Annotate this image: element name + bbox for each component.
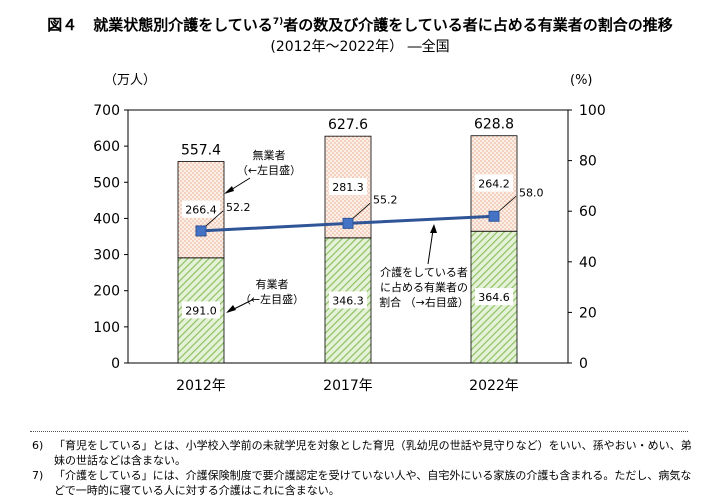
x-axis-category-label: 2022年 (469, 378, 519, 394)
left-axis-tick-label: 300 (93, 248, 120, 264)
annotation-unemployed-axis: （←左目盛） (237, 163, 301, 177)
annotation-unemployed-arrowhead (224, 186, 234, 194)
bar-unemployed-label: 264.2 (478, 177, 510, 190)
x-axis-category-label: 2017年 (323, 378, 373, 394)
footnote: 6) 「育児をしている」とは、小学校入学前の未就学児を対象とした育児（乳幼児の世… (32, 438, 692, 468)
bar-employed-label: 346.3 (332, 294, 364, 307)
footnote: 7) 「介護をしている」には、介護保険制度で要介護認定を受けていない人や、自宅外… (32, 468, 692, 498)
left-axis-unit: （万人） (104, 73, 156, 88)
ratio-marker (488, 210, 500, 222)
x-axis-category-label: 2012年 (176, 378, 226, 394)
left-axis-tick-label: 500 (93, 175, 120, 191)
ratio-marker (195, 225, 207, 237)
chart-svg: 291.0 266.4 557.4 346.3 281.3 627.6 364.6 264.2… (93, 73, 606, 394)
annotation-employed-arrowhead (226, 305, 236, 313)
bar-employed-label: 291.0 (185, 304, 217, 317)
annotation-ratio-arrowhead (430, 224, 437, 233)
bar-employed-label-bg (475, 288, 513, 306)
ratio-label: 55.2 (373, 193, 398, 206)
right-axis-tick-label: 100 (579, 103, 606, 119)
bar-unemployed-label-bg (475, 174, 513, 192)
bar-employed-label-bg (329, 291, 367, 309)
title-note-ref: 7) (272, 17, 284, 27)
ratio-label-leader (205, 210, 224, 227)
title-main: 就業状態別介護をしている (93, 16, 273, 34)
left-axis-tick-label: 100 (93, 320, 120, 336)
title-main-suffix: 者の数及び介護をしている者に占める有業者の割合の推移 (283, 16, 673, 34)
bar-total-label: 557.4 (181, 143, 221, 159)
bar-employed-label: 364.6 (478, 291, 510, 304)
bar-unemployed-label-bg (329, 178, 367, 196)
annotation-employed-axis: （←左目盛） (240, 292, 304, 306)
left-axis-tick-label: 400 (93, 211, 120, 227)
left-axis-tick-label: 600 (93, 139, 120, 155)
figure-label: 図４ (47, 16, 78, 34)
right-axis-tick-label: 80 (579, 154, 597, 170)
bar-employed-label-bg (182, 301, 220, 319)
right-axis-tick-label: 0 (579, 356, 588, 372)
footnote-mark: 7) (32, 469, 44, 482)
footnotes: 6) 「育児をしている」とは、小学校入学前の未就学児を対象とした育児（乳幼児の世… (32, 438, 692, 498)
footnote-text: 「育児をしている」とは、小学校入学前の未就学児を対象とした育児（乳幼児の世話や見… (54, 439, 692, 467)
ratio-marker (342, 217, 354, 229)
annotation-unemployed: 無業者 (253, 148, 286, 162)
bar-unemployed-label: 266.4 (185, 204, 217, 217)
chart-title: 図４ 就業状態別介護をしている7)者の数及び介護をしている者に占める有業者の割合の… (0, 14, 720, 35)
notes-separator (30, 431, 688, 432)
bar-unemployed-label-bg (182, 200, 220, 218)
bar-total-label: 628.8 (474, 117, 514, 133)
bar-unemployed-label: 281.3 (332, 181, 364, 194)
left-axis-tick-label: 200 (93, 284, 120, 300)
right-axis-tick-label: 40 (579, 255, 597, 271)
ratio-label: 52.2 (226, 201, 251, 214)
ratio-label-leader (498, 195, 517, 212)
annotation-employed: 有業者 (256, 277, 289, 291)
annotation-ratio: に占める有業者の (380, 280, 468, 294)
ratio-label-leader (352, 203, 371, 219)
left-axis-tick-label: 0 (111, 356, 120, 372)
chart-subtitle: (2012年～2022年） ―全国 (270, 39, 450, 55)
annotation-ratio-arrow (427, 229, 434, 265)
annotation-ratio: 介護をしている者 (380, 265, 468, 279)
right-axis-unit: (%) (570, 73, 593, 88)
left-axis-tick-label: 700 (93, 103, 120, 119)
annotation-ratio: 割合 （→右目盛） (379, 295, 469, 309)
footnote-mark: 6) (32, 439, 44, 452)
ratio-label: 58.0 (519, 186, 544, 199)
footnote-text: 「介護をしている」には、介護保険制度で要介護認定を受けていない人や、自宅外にいる… (54, 469, 692, 497)
bar-total-label: 627.6 (328, 117, 368, 133)
right-axis-tick-label: 20 (579, 305, 597, 321)
right-axis-tick-label: 60 (579, 204, 597, 220)
